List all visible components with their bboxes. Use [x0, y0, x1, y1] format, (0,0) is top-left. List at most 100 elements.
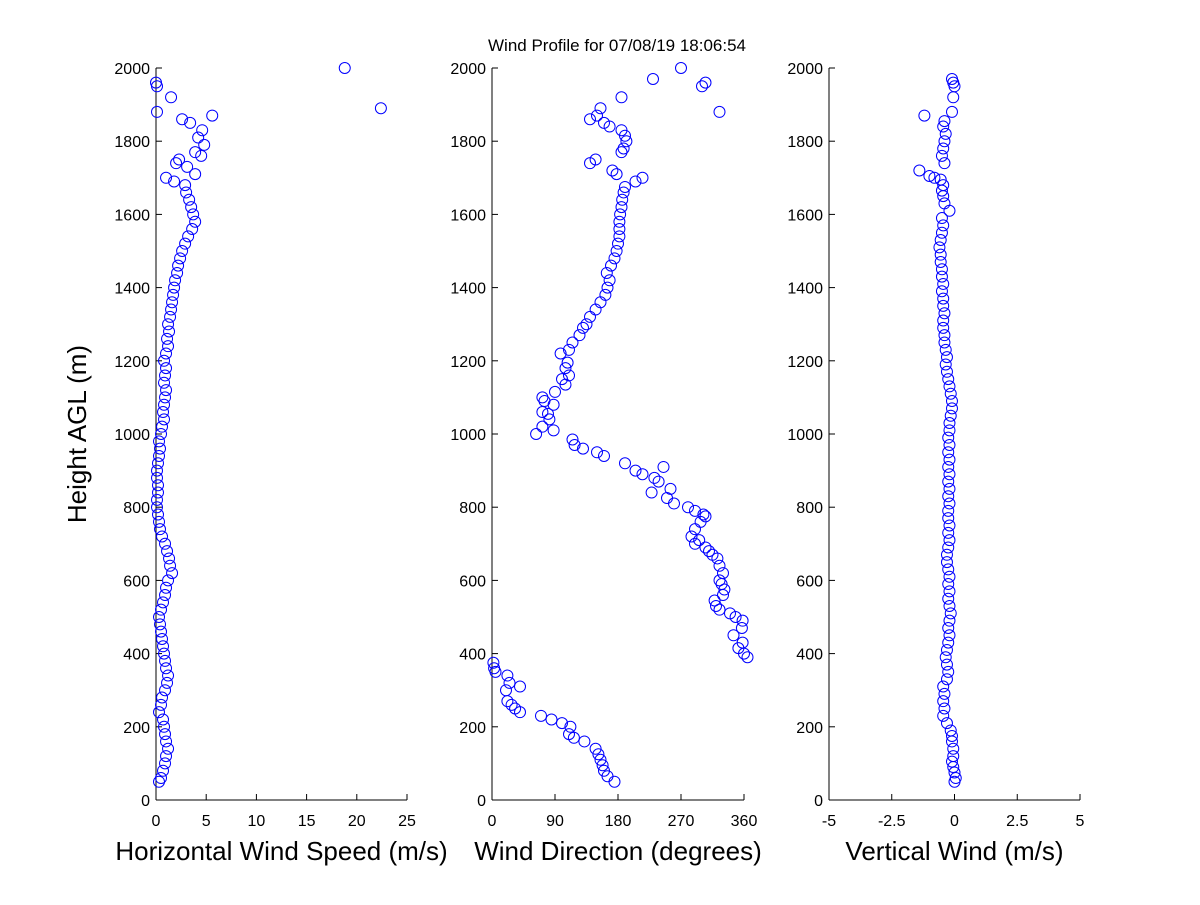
data-point — [167, 288, 180, 301]
data-point — [165, 303, 178, 316]
y-tick-label: 200 — [796, 720, 823, 737]
data-point — [947, 750, 960, 763]
data-point — [699, 76, 712, 89]
data-point — [940, 658, 953, 671]
x-tick-label: 5 — [1076, 813, 1085, 830]
data-point — [163, 325, 176, 338]
data-point — [186, 223, 199, 236]
data-point — [183, 193, 196, 206]
data-point — [584, 113, 596, 126]
data-point — [937, 277, 950, 290]
data-point — [556, 717, 568, 730]
x-tick-label: -2.5 — [878, 813, 906, 830]
data-point — [938, 687, 951, 700]
data-point — [943, 570, 956, 583]
data-point — [923, 169, 936, 182]
data-point — [501, 669, 514, 682]
data-point — [503, 676, 516, 689]
data-point — [696, 80, 708, 93]
data-point — [162, 340, 175, 353]
data-point — [160, 171, 173, 184]
data-point — [603, 274, 616, 287]
data-point — [594, 753, 607, 766]
data-point — [942, 592, 955, 605]
data-point — [938, 157, 951, 170]
data-point — [935, 270, 948, 283]
y-tick-label: 1600 — [787, 207, 823, 224]
data-point — [664, 482, 677, 495]
data-point — [944, 387, 957, 400]
data-point — [934, 173, 947, 186]
data-point — [589, 153, 602, 166]
data-point — [943, 629, 956, 642]
data-point — [151, 471, 164, 484]
data-point — [536, 391, 549, 404]
data-point — [938, 702, 951, 715]
data-point — [724, 607, 736, 620]
y-tick-label: 2000 — [450, 61, 486, 78]
data-point — [159, 589, 172, 602]
data-point — [157, 764, 170, 777]
data-point — [487, 656, 500, 669]
data-point — [942, 526, 955, 539]
data-point — [162, 669, 175, 682]
data-point — [158, 413, 171, 426]
data-point — [172, 259, 185, 272]
data-point — [619, 457, 631, 470]
data-point — [162, 742, 175, 755]
data-point — [629, 175, 642, 188]
data-point — [717, 567, 729, 580]
panel-vertical: -5 -2.5 0 2.5 5 0 200 400 600 800 1000 1200 1400 1600… — [787, 61, 1084, 866]
data-point — [152, 457, 165, 470]
data-point — [942, 665, 955, 678]
y-tick-label: 400 — [459, 647, 486, 664]
data-point — [166, 567, 179, 580]
data-point — [942, 490, 955, 503]
data-point — [615, 124, 628, 137]
data-point — [162, 318, 175, 331]
data-point — [180, 186, 193, 199]
x-tick-label: 360 — [731, 813, 758, 830]
y-tick-label: 0 — [477, 793, 486, 810]
data-point — [591, 109, 603, 122]
data-point — [158, 720, 171, 733]
data-point — [168, 175, 181, 188]
data-point — [568, 438, 581, 451]
data-point — [940, 365, 953, 378]
data-point — [182, 230, 195, 243]
data-point — [613, 223, 626, 236]
data-point — [157, 596, 170, 609]
data-point — [157, 406, 170, 419]
data-point — [580, 318, 593, 331]
data-point — [938, 307, 951, 320]
x-tick-label: 15 — [298, 813, 316, 830]
data-point — [934, 255, 947, 268]
data-point — [942, 373, 955, 386]
data-point — [184, 116, 197, 129]
data-point — [652, 475, 665, 488]
data-point — [610, 168, 623, 181]
data-point — [706, 548, 719, 561]
y-tick-label: 1200 — [787, 354, 823, 371]
data-point — [545, 713, 558, 726]
data-point — [943, 482, 956, 495]
data-point — [616, 193, 629, 206]
data-point — [940, 673, 953, 686]
data-point — [156, 632, 169, 645]
data-point — [682, 501, 694, 514]
data-point — [943, 534, 956, 547]
data-point — [189, 215, 202, 228]
data-point — [530, 428, 543, 440]
data-point — [158, 647, 171, 660]
data-point — [610, 245, 623, 257]
data-point — [939, 127, 952, 140]
y-tick-label: 1000 — [114, 427, 150, 444]
data-point — [942, 504, 955, 517]
data-point — [160, 581, 173, 594]
data-point — [561, 356, 574, 369]
data-point — [937, 219, 950, 232]
data-point — [940, 351, 953, 364]
x-tick-label: 90 — [546, 813, 564, 830]
data-point — [153, 515, 166, 528]
data-point — [564, 720, 577, 733]
